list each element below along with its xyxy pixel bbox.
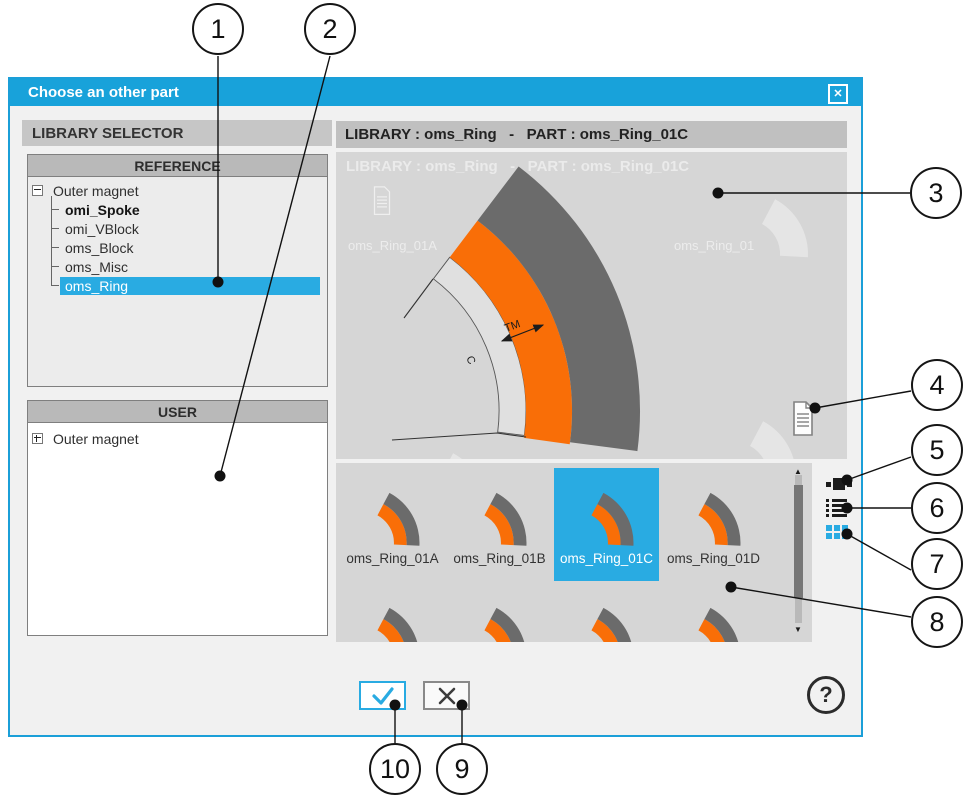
thumbnail-oms_Ring_01B[interactable]: oms_Ring_01B	[447, 468, 552, 581]
callout-5: 5	[911, 424, 963, 476]
library-selector-header: LIBRARY SELECTOR	[22, 120, 332, 146]
callout-7: 7	[911, 538, 963, 590]
check-icon	[371, 687, 394, 705]
doc-icon[interactable]	[791, 401, 815, 437]
view-small-thumbnails-button[interactable]	[826, 525, 850, 539]
thumbnail-oms_Ring_01D[interactable]: oms_Ring_01D	[661, 468, 766, 581]
view-large-thumbnails-button[interactable]	[826, 477, 852, 491]
callout-3: 3	[910, 167, 962, 219]
part-thumbnail-image	[590, 607, 631, 642]
tree-item[interactable]: oms_Misc	[28, 257, 327, 276]
user-tree: Outer magnet	[28, 423, 327, 448]
help-button[interactable]: ?	[807, 676, 845, 714]
reference-tree: Outer magnet omi_Spoke omi_VBlock oms_Bl…	[28, 177, 327, 295]
scrollbar-thumb[interactable]	[794, 485, 803, 598]
tree-item[interactable]: omi_Spoke	[28, 200, 327, 219]
tree-item-selected[interactable]: oms_Ring	[28, 276, 327, 295]
thumbnail-row2[interactable]	[661, 583, 766, 642]
construction-line	[391, 432, 527, 441]
magnet-inner-band	[432, 256, 527, 437]
callout-2: 2	[304, 3, 356, 55]
tree-item[interactable]: omi_VBlock	[28, 219, 327, 238]
part-thumbnail-image	[697, 492, 740, 546]
ok-button[interactable]	[359, 681, 406, 710]
c-arc-label: C	[463, 354, 477, 366]
callout-8: 8	[911, 596, 963, 648]
callout-4: 4	[911, 359, 963, 411]
help-icon: ?	[819, 682, 833, 707]
close-icon: ✕	[833, 87, 843, 100]
dialog-titlebar: Choose an other part ✕	[10, 79, 861, 106]
close-button[interactable]: ✕	[828, 84, 848, 104]
cancel-button[interactable]	[423, 681, 470, 710]
construction-line	[403, 278, 434, 319]
list-view-icon	[826, 499, 847, 502]
ghost-thumb-label: oms_Ring_01	[674, 238, 755, 253]
large-thumbnails-icon	[826, 481, 831, 487]
part-preview: LIBRARY : oms_Ring - PART : oms_Ring_01C…	[336, 152, 847, 459]
tree-node-outer-magnet-user[interactable]: Outer magnet	[28, 429, 327, 448]
view-detailed-list-button[interactable]	[826, 499, 847, 517]
callout-6: 6	[911, 482, 963, 534]
callout-9: 9	[436, 743, 488, 795]
part-thumbnail-image	[590, 492, 633, 546]
thumbnail-oms_Ring_01C-selected[interactable]: oms_Ring_01C	[554, 468, 659, 581]
part-panel-header: LIBRARY : oms_Ring - PART : oms_Ring_01C	[336, 121, 847, 148]
user-panel-header: USER	[28, 401, 327, 423]
tm-dimension-arrow	[500, 324, 545, 342]
dialog-title: Choose an other part	[28, 84, 179, 101]
scroll-down-arrow[interactable]: ▼	[794, 625, 802, 634]
grid-view-icon	[826, 525, 832, 531]
thumbnail-row2[interactable]	[340, 583, 445, 642]
tm-dimension-label: TM	[503, 318, 522, 335]
expand-icon[interactable]	[32, 433, 43, 444]
part-thumbnail-image	[376, 607, 417, 642]
thumbnail-row2[interactable]	[447, 583, 552, 642]
tree-item[interactable]: oms_Block	[28, 238, 327, 257]
scroll-up-arrow[interactable]: ▲	[794, 467, 802, 476]
part-thumbnail-image	[483, 492, 526, 546]
part-thumbnail-image	[697, 607, 738, 642]
ghost-thumbnail-arcs	[450, 199, 808, 459]
thumbnail-row2[interactable]	[554, 583, 659, 642]
reference-panel: REFERENCE Outer magnet omi_Spoke omi_VBl…	[27, 154, 328, 387]
reference-panel-header: REFERENCE	[28, 155, 327, 177]
tree-node-outer-magnet[interactable]: Outer magnet	[28, 181, 327, 200]
collapse-icon[interactable]	[32, 185, 43, 196]
choose-part-dialog: Choose an other part ✕ LIBRARY SELECTOR …	[8, 77, 863, 737]
cancel-x-icon	[438, 687, 455, 704]
part-thumbnail-image	[376, 492, 419, 546]
ghost-header-text: LIBRARY : oms_Ring - PART : oms_Ring_01C	[346, 158, 690, 175]
thumbnail-oms_Ring_01A[interactable]: oms_Ring_01A	[340, 468, 445, 581]
thumbnail-grid: oms_Ring_01A oms_Ring_01B oms_Ring_01C o…	[336, 463, 812, 642]
tree-connector	[51, 196, 52, 286]
ghost-thumb-label: oms_Ring_01A	[348, 238, 437, 253]
callout-10: 10	[369, 743, 421, 795]
part-drawing: TM C	[391, 166, 808, 459]
magnet-yoke-band	[477, 166, 641, 452]
ghost-doc-icon	[373, 186, 391, 215]
user-panel: USER Outer magnet	[27, 400, 328, 636]
part-thumbnail-image	[483, 607, 524, 642]
callout-1: 1	[192, 3, 244, 55]
